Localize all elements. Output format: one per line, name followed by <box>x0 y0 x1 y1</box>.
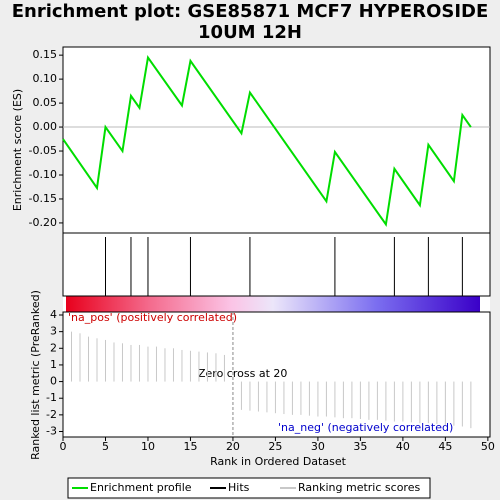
x-tick-label: 50 <box>481 440 495 453</box>
metric-frame <box>62 311 491 438</box>
x-tick-label: 20 <box>226 440 240 453</box>
y-tick-label: -0.10 <box>29 168 57 181</box>
x-tick-label: 25 <box>268 440 282 453</box>
annotation-pos: 'na_pos' (positively correlated) <box>68 311 237 324</box>
hits-frame <box>62 232 491 297</box>
x-tick-label: 15 <box>183 440 197 453</box>
x-tick-label: 10 <box>141 440 155 453</box>
y2-axis-title: Ranked list metric (PreRanked) <box>29 290 42 460</box>
legend-label: Hits <box>228 481 250 494</box>
y-tick-label: 0.10 <box>33 72 58 85</box>
x-tick-label: 35 <box>353 440 367 453</box>
x-tick-label: 30 <box>311 440 325 453</box>
x-tick-label: 45 <box>438 440 452 453</box>
y-tick-label: -0.15 <box>29 192 57 205</box>
y-tick-label: 0.15 <box>33 48 58 61</box>
y2-tick-label: 4 <box>50 308 57 321</box>
legend-label: Ranking metric scores <box>298 481 420 494</box>
y-tick-label: -0.20 <box>29 216 57 229</box>
y2-tick-label: 0 <box>50 375 57 388</box>
y2-tick-label: 1 <box>50 358 57 371</box>
es-line <box>62 54 472 227</box>
y-axis-title: Enrichment score (ES) <box>11 89 24 211</box>
annotation-zero: Zero cross at 20 <box>198 367 287 380</box>
legend-label: Enrichment profile <box>90 481 192 494</box>
y-tick-label: -0.05 <box>29 144 57 157</box>
y2-tick-label: -1 <box>46 391 57 404</box>
x-axis-title: Rank in Ordered Dataset <box>210 455 347 468</box>
x-tick-label: 5 <box>102 440 109 453</box>
y2-tick-label: 3 <box>50 325 57 338</box>
y2-tick-label: -3 <box>46 425 57 438</box>
y-tick-label: 0.05 <box>33 96 58 109</box>
y2-tick-label: 2 <box>50 341 57 354</box>
x-tick-label: 40 <box>396 440 410 453</box>
chart-subtitle: 10UM 12H <box>198 22 302 43</box>
y-tick-label: 0.00 <box>33 120 58 133</box>
legend <box>67 477 431 499</box>
y2-tick-label: -2 <box>46 408 57 421</box>
chart-title: Enrichment plot: GSE85871 MCF7 HYPEROSID… <box>12 1 489 22</box>
plot-background <box>63 47 490 437</box>
annotation-neg: 'na_neg' (negatively correlated) <box>278 421 453 434</box>
x-tick-label: 0 <box>60 440 67 453</box>
color-bar <box>66 296 480 312</box>
